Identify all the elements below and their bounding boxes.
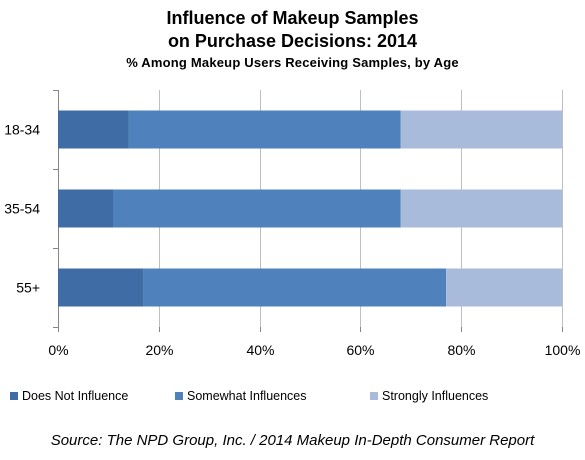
bar-does-not-influence (58, 189, 114, 228)
legend-swatch (10, 392, 18, 400)
bar-strongly-influences (400, 189, 562, 228)
bar-does-not-influence (58, 110, 129, 149)
legend-item: Somewhat Influences (175, 389, 307, 403)
bar-strongly-influences (400, 110, 562, 149)
x-tick-label: 100% (545, 342, 581, 358)
legend-swatch (370, 392, 378, 400)
bar-strongly-influences (446, 268, 562, 307)
x-tick-label: 0% (48, 342, 68, 358)
chart-legend: Does Not Influence Somewhat Influences Str… (0, 389, 585, 407)
x-tick-label: 40% (246, 342, 274, 358)
legend-item: Does Not Influence (10, 389, 128, 403)
x-tick-label: 60% (346, 342, 374, 358)
legend-label: Strongly Influences (382, 389, 489, 403)
y-tick-label: 35-54 (4, 201, 40, 217)
legend-label: Does Not Influence (22, 389, 129, 403)
bar-somewhat-influences (143, 268, 447, 307)
bar-does-not-influence (58, 268, 144, 307)
chart-subtitle: % Among Makeup Users Receiving Samples, … (126, 55, 459, 70)
chart-title-line1: Influence of Makeup Samples (166, 8, 419, 28)
legend-swatch (175, 392, 183, 400)
bar-somewhat-influences (113, 189, 401, 228)
legend-item: Strongly Influences (370, 389, 488, 403)
legend-label: Somewhat Influences (187, 389, 307, 403)
x-tick-label: 80% (447, 342, 475, 358)
chart-title-line2: on Purchase Decisions: 2014 (167, 31, 418, 51)
y-tick-label: 18-34 (4, 122, 40, 138)
x-tick-label: 20% (145, 342, 173, 358)
source-note: Source: The NPD Group, Inc. / 2014 Makeu… (50, 432, 535, 449)
y-tick-label: 55+ (16, 280, 40, 296)
bar-somewhat-influences (128, 110, 401, 149)
